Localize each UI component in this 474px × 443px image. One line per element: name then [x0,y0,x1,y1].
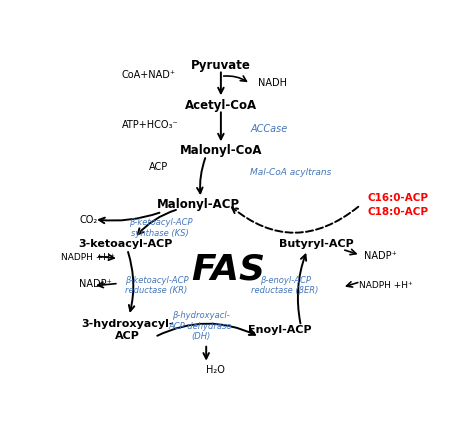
Text: β-enoyl-ACP
reductase (βER): β-enoyl-ACP reductase (βER) [252,276,319,295]
Text: NADPH +H⁺: NADPH +H⁺ [61,253,115,262]
Text: NADP⁺: NADP⁺ [364,251,397,261]
Text: ACP: ACP [149,163,168,172]
Text: Pyruvate: Pyruvate [191,58,251,72]
Text: 3-hydroxyacyl-
ACP: 3-hydroxyacyl- ACP [81,319,173,341]
Text: C16:0-ACP: C16:0-ACP [368,193,429,203]
Text: NADP⁺: NADP⁺ [80,280,112,289]
Text: ATP+HCO₃⁻: ATP+HCO₃⁻ [122,120,178,131]
Text: Mal-CoA acyltrans: Mal-CoA acyltrans [250,168,332,177]
Text: C18:0-ACP: C18:0-ACP [368,207,429,217]
Text: NADH: NADH [258,78,287,88]
Text: 3-ketoacyl-ACP: 3-ketoacyl-ACP [78,239,173,249]
Text: ACCase: ACCase [250,124,288,134]
Text: CoA+NAD⁺: CoA+NAD⁺ [122,70,176,80]
Text: FAS: FAS [191,253,265,287]
Text: CO₂: CO₂ [80,215,98,225]
Text: Malonyl-ACP: Malonyl-ACP [157,198,240,211]
Text: NADPH +H⁺: NADPH +H⁺ [359,280,412,290]
Text: H₂O: H₂O [206,365,225,375]
Text: β-ketoacyl-ACP
synthase (KS): β-ketoacyl-ACP synthase (KS) [128,218,192,237]
Text: β-ketoacyl-ACP
reductase (KR): β-ketoacyl-ACP reductase (KR) [125,276,188,295]
Text: Enoyl-ACP: Enoyl-ACP [248,325,311,335]
Text: Acetyl-CoA: Acetyl-CoA [185,98,257,112]
Text: β-hydroxyacl-
ACP dehydrase
(DH): β-hydroxyacl- ACP dehydrase (DH) [169,311,232,341]
Text: Malonyl-CoA: Malonyl-CoA [180,144,262,156]
Text: Butyryl-ACP: Butyryl-ACP [279,239,354,249]
